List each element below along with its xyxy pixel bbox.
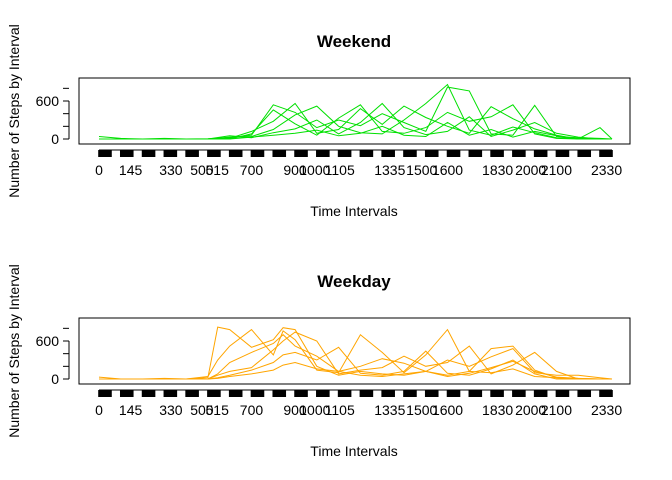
weekday-x-tick-label: 1830 <box>482 402 513 418</box>
weekend-x-tick-label: 1000 <box>299 162 330 178</box>
weekend-x-tick-label: 145 <box>119 162 143 178</box>
weekend-x-tick-label: 1500 <box>406 162 437 178</box>
weekday-x-tick-label: 1600 <box>432 402 463 418</box>
weekday-chart-title: Weekday <box>317 272 391 291</box>
weekday-x-tick-label: 2000 <box>515 402 546 418</box>
weekday-x-tick-label: 900 <box>283 402 307 418</box>
weekend-series-line-3 <box>99 83 612 140</box>
weekday-x-tick-label: 1500 <box>406 402 437 418</box>
weekend-x-tick-label: 500 <box>190 162 214 178</box>
weekday-x-axis-label: Time Intervals <box>310 443 397 459</box>
weekday-series-lines <box>98 326 613 380</box>
weekend-x-tick-label: 900 <box>283 162 307 178</box>
weekday-x-tick-label: 500 <box>190 402 214 418</box>
weekend-chart-title: Weekend <box>317 32 391 51</box>
weekend-x-tick-label: 700 <box>240 162 264 178</box>
weekday-x-tick-label: 700 <box>240 402 264 418</box>
weekend-x-tick-label: 330 <box>159 162 183 178</box>
weekend-x-tick-label: 515 <box>206 162 230 178</box>
weekday-x-tick-label: 515 <box>206 402 230 418</box>
weekend-plot-box <box>78 77 631 145</box>
weekend-x-tick-label: 1830 <box>482 162 513 178</box>
weekday-y-tick-label: 600 <box>36 333 60 349</box>
weekday-series-line-2 <box>98 328 612 380</box>
weekday-x-tick-label: 1000 <box>299 402 330 418</box>
weekend-series-lines <box>98 83 613 140</box>
weekend-x-tick-label: 2000 <box>515 162 546 178</box>
weekend-y-tick-label: 600 <box>36 93 60 109</box>
weekday-y-axis: 0 600 <box>36 327 70 387</box>
weekday-y-axis-label: Number of Steps by Interval <box>6 264 22 438</box>
weekday-x-tick-label: 1105 <box>325 402 355 418</box>
weekday-plot-box <box>78 317 631 385</box>
weekend-x-tick-label: 1105 <box>325 162 355 178</box>
weekday-x-tick-label: 145 <box>119 402 143 418</box>
weekend-y-axis-label: Number of Steps by Interval <box>6 24 22 198</box>
weekend-x-tick-label: 2330 <box>591 162 622 178</box>
weekday-x-tick-label: 2100 <box>541 402 572 418</box>
weekend-x-tick-label: 1335 <box>374 162 405 178</box>
weekend-x-axis-label: Time Intervals <box>310 203 397 219</box>
weekend-x-tick-label: 2100 <box>541 162 572 178</box>
weekday-series-line-6 <box>99 361 612 380</box>
weekend-series-line-6 <box>99 121 612 140</box>
weekday-x-tick-label: 0 <box>95 402 103 418</box>
weekday-y-tick-label: 0 <box>51 371 59 387</box>
weekend-y-tick-label: 0 <box>51 131 59 147</box>
weekday-x-tick-label: 2330 <box>591 402 622 418</box>
weekend-x-tick-label: 1600 <box>432 162 463 178</box>
weekday-x-tick-label: 330 <box>159 402 183 418</box>
weekend-x-tick-label: 0 <box>95 162 103 178</box>
weekday-x-tick-label: 1335 <box>374 402 405 418</box>
weekend-y-axis: 0 600 <box>36 87 70 147</box>
